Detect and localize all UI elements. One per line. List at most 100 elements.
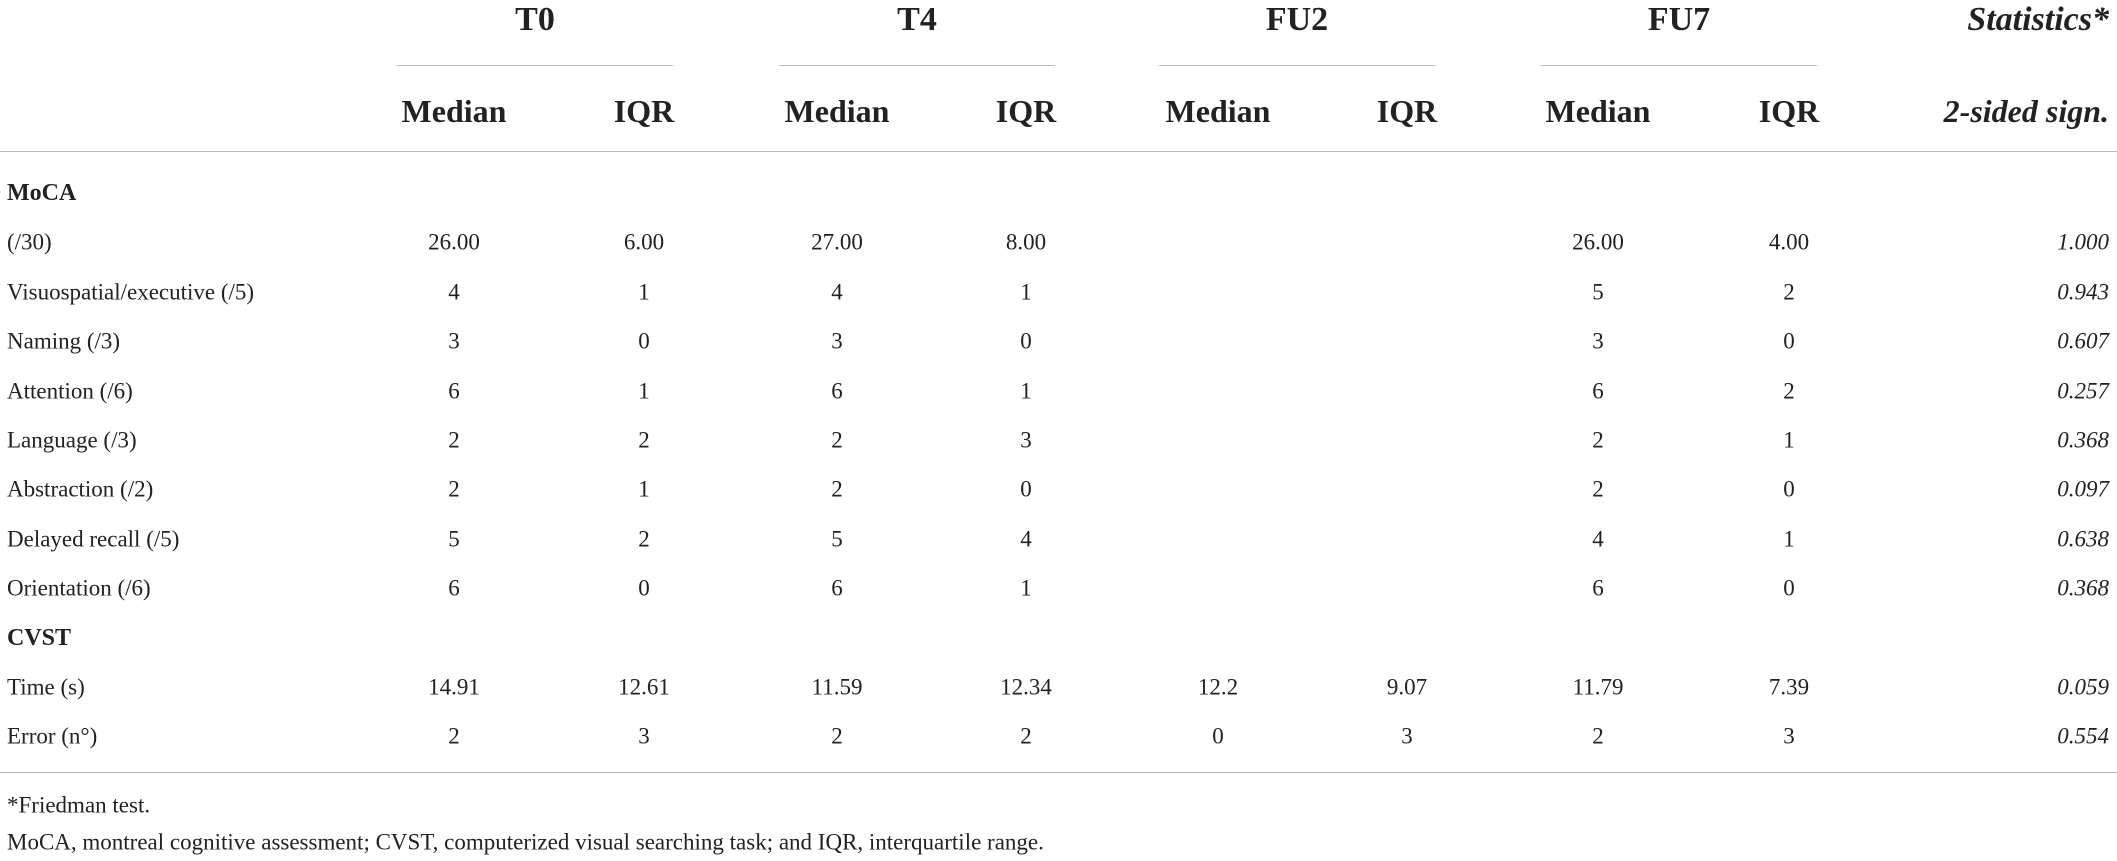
cell: 9.07 [1386, 674, 1428, 700]
group-header: T4 [897, 1, 937, 38]
sub-header: IQR [613, 93, 675, 129]
row-label: Visuospatial/executive (/5) [7, 279, 255, 305]
sign-cell: 0.059 [2057, 674, 2109, 700]
sub-header: Median [401, 93, 507, 129]
cell: 27.00 [811, 229, 863, 255]
cell: 2 [448, 427, 460, 453]
cell: 2 [1783, 279, 1795, 305]
stats-header: 2-sided sign. [1943, 93, 2109, 129]
footnote: MoCA, montreal cognitive assessment; CVS… [7, 829, 1044, 855]
cell: 26.00 [428, 229, 480, 255]
cell: 2 [831, 723, 843, 749]
cell: 5 [448, 526, 460, 552]
cell: 0 [638, 328, 650, 354]
cell: 3 [1592, 328, 1604, 354]
row-label: Abstraction (/2) [7, 476, 154, 502]
cell: 1 [638, 378, 650, 404]
cell: 2 [1592, 476, 1604, 502]
cell: 26.00 [1572, 229, 1624, 255]
row-label: Orientation (/6) [7, 575, 151, 601]
group-header: FU2 [1265, 1, 1329, 38]
row-label: Time (s) [7, 674, 85, 700]
sign-cell: 0.638 [2057, 526, 2109, 552]
sign-cell: 0.257 [2057, 378, 2109, 404]
sub-header: Median [1545, 93, 1651, 129]
cell: 2 [1020, 723, 1032, 749]
row-label: (/30) [7, 229, 52, 255]
sub-header: IQR [1758, 93, 1820, 129]
cell: 11.79 [1572, 674, 1624, 700]
cell: 2 [638, 427, 650, 453]
cell: 7.39 [1768, 674, 1810, 700]
cell: 3 [1401, 723, 1413, 749]
stats-header: Statistics* [1967, 1, 2109, 38]
row-label: Naming (/3) [7, 328, 121, 354]
cell: 2 [448, 723, 460, 749]
cell: 2 [831, 427, 843, 453]
cell: 4.00 [1768, 229, 1810, 255]
row-label: Attention (/6) [7, 378, 133, 404]
sign-cell: 0.554 [2057, 723, 2109, 749]
footnote: *Friedman test. [7, 792, 151, 818]
cell: 3 [448, 328, 460, 354]
cell: 0 [1020, 476, 1032, 502]
sign-cell: 0.943 [2057, 279, 2109, 305]
sub-header: IQR [1376, 93, 1438, 129]
cell: 8.00 [1005, 229, 1047, 255]
cell: 6 [1592, 378, 1604, 404]
cell: 4 [1020, 526, 1032, 552]
cell: 0 [1020, 328, 1032, 354]
cell: 2 [1592, 723, 1604, 749]
cell: 4 [831, 279, 843, 305]
cell: 0 [1212, 723, 1224, 749]
cell: 1 [638, 279, 650, 305]
cell: 1 [638, 476, 650, 502]
cell: 12.2 [1197, 674, 1239, 700]
cell: 3 [1783, 723, 1795, 749]
cell: 6 [1592, 575, 1604, 601]
sub-header: IQR [995, 93, 1057, 129]
group-header: T0 [515, 1, 555, 38]
footer-rule [0, 772, 2117, 773]
cell: 12.61 [618, 674, 670, 700]
cell: 14.91 [428, 674, 480, 700]
sign-cell: 1.000 [2057, 229, 2109, 255]
group-rule [1541, 65, 1817, 66]
cell: 3 [831, 328, 843, 354]
cell: 1 [1783, 526, 1795, 552]
sign-cell: 0.368 [2057, 575, 2109, 601]
cell: 6 [448, 378, 460, 404]
cell: 6 [831, 575, 843, 601]
sub-header: Median [1165, 93, 1271, 129]
section-title: MoCA [7, 180, 77, 206]
cell: 11.59 [811, 674, 863, 700]
group-rule [779, 65, 1055, 66]
cell: 0 [638, 575, 650, 601]
section-title: CVST [7, 624, 72, 651]
cell: 3 [1020, 427, 1032, 453]
cell: 6 [831, 378, 843, 404]
cell: 4 [1592, 526, 1604, 552]
cell: 2 [1592, 427, 1604, 453]
header-rule [0, 151, 2117, 152]
row-label: Language (/3) [7, 427, 137, 453]
cell: 1 [1783, 427, 1795, 453]
cell: 1 [1020, 378, 1032, 404]
cell: 4 [448, 279, 460, 305]
cell: 2 [448, 476, 460, 502]
sign-cell: 0.368 [2057, 427, 2109, 453]
cell: 0 [1783, 575, 1795, 601]
sub-header: Median [784, 93, 890, 129]
row-label: Delayed recall (/5) [7, 526, 180, 552]
sign-cell: 0.607 [2057, 328, 2109, 354]
group-header: FU7 [1647, 1, 1711, 38]
cell: 0 [1783, 476, 1795, 502]
cell: 12.34 [1000, 674, 1052, 700]
cell: 2 [638, 526, 650, 552]
cell: 1 [1020, 279, 1032, 305]
sign-cell: 0.097 [2057, 476, 2109, 502]
row-label: Error (n°) [7, 723, 98, 749]
cell: 5 [1592, 279, 1604, 305]
cell: 1 [1020, 575, 1032, 601]
